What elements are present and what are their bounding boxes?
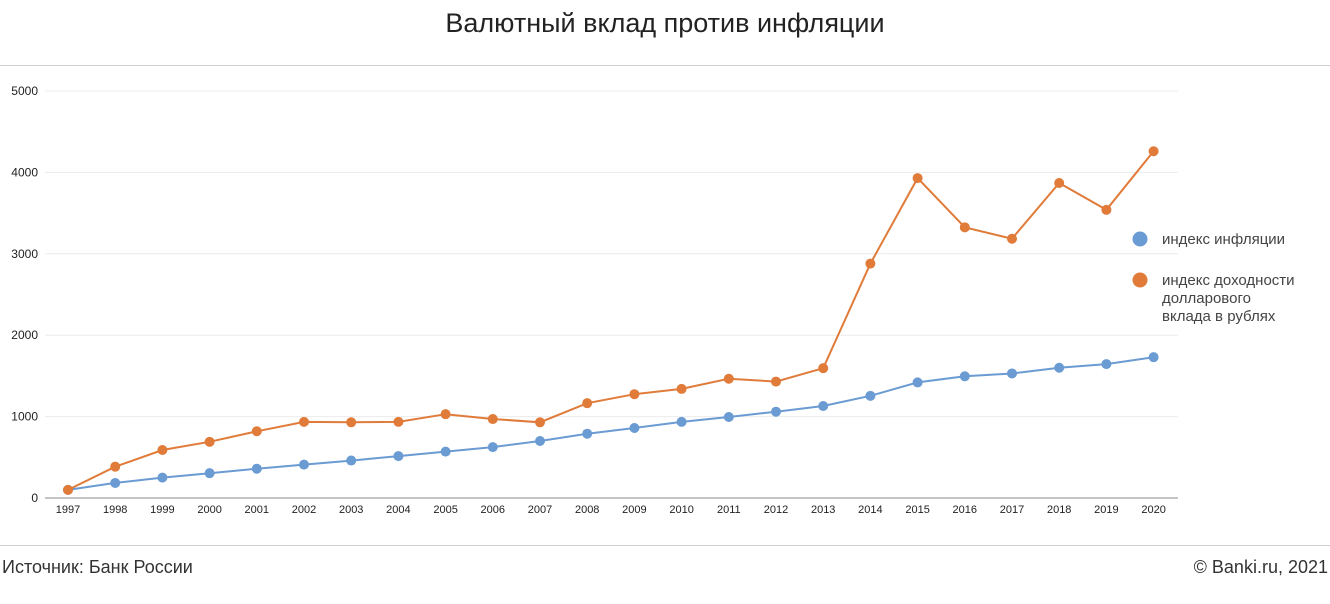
data-point <box>346 455 357 466</box>
header-divider <box>0 65 1330 66</box>
data-point <box>535 436 545 447</box>
legend-label: индекс доходности долларового вклада в руб… <box>1162 272 1295 325</box>
data-point <box>771 376 781 387</box>
data-point <box>629 422 640 433</box>
x-tick-label: 2014 <box>858 504 882 516</box>
x-tick-label: 1998 <box>103 504 127 516</box>
data-point <box>1148 146 1159 157</box>
data-point <box>818 401 829 412</box>
legend-marker <box>1132 231 1148 247</box>
data-point <box>959 371 970 382</box>
data-point <box>959 222 970 233</box>
x-tick-label: 2018 <box>1047 504 1071 516</box>
y-tick-label: 4000 <box>11 165 38 179</box>
data-point <box>629 389 640 400</box>
data-point <box>1148 352 1159 363</box>
line-chart: 0 1000 2000 3000 4000 5000 1997 1998 1999 2000 20… <box>11 84 1295 516</box>
x-tick-label: 2009 <box>622 504 646 516</box>
data-point <box>299 416 309 427</box>
x-tick-label: 2005 <box>433 504 457 516</box>
x-tick-label: 1997 <box>56 504 80 516</box>
data-point <box>110 477 121 488</box>
chart-title: Валютный вклад против инфляции <box>445 8 885 38</box>
data-point <box>157 472 168 483</box>
x-tick-label: 2008 <box>575 504 599 516</box>
data-point <box>676 383 687 394</box>
data-point <box>251 426 262 437</box>
data-point <box>723 373 734 384</box>
gridlines <box>45 90 1178 418</box>
data-point <box>63 484 73 495</box>
data-point <box>865 390 876 401</box>
series-line-1 <box>67 150 1155 491</box>
y-tick-label: 3000 <box>11 247 38 261</box>
data-point <box>1007 368 1017 379</box>
data-point <box>582 398 593 409</box>
data-point <box>535 417 545 428</box>
legend-marker <box>1132 272 1148 288</box>
data-point <box>818 363 829 374</box>
x-tick-label: 2019 <box>1094 504 1118 516</box>
data-point <box>346 417 357 428</box>
data-point <box>440 409 451 420</box>
data-point <box>251 463 262 474</box>
legend: индекс инфляции индекс доходности долларов… <box>1132 231 1295 325</box>
x-tick-label: 2017 <box>1000 504 1024 516</box>
x-tick-label: 2013 <box>811 504 835 516</box>
x-tick-label: 2015 <box>905 504 929 516</box>
source-note: Источник: Банк России <box>2 557 193 577</box>
series-points <box>63 146 1159 495</box>
x-tick-label: 2011 <box>717 504 741 516</box>
x-tick-label: 2002 <box>292 504 316 516</box>
y-tick-label: 0 <box>31 491 38 505</box>
y-axis-tick-labels: 0 1000 2000 3000 4000 5000 <box>11 84 38 505</box>
data-point <box>771 406 781 417</box>
data-point <box>487 414 498 425</box>
data-point <box>110 461 121 472</box>
data-point <box>1101 359 1112 370</box>
data-point <box>204 436 215 447</box>
x-tick-label: 2001 <box>245 504 269 516</box>
x-axis: 1997 1998 1999 2000 2001 2002 2003 2004 2005 2006… <box>45 497 1178 516</box>
x-tick-label: 1999 <box>150 504 174 516</box>
data-point <box>865 258 876 269</box>
data-point <box>157 444 168 455</box>
series-lines <box>67 150 1155 491</box>
data-point <box>440 446 451 457</box>
x-tick-label: 2010 <box>669 504 693 516</box>
x-tick-label: 2007 <box>528 504 552 516</box>
legend-label: индекс инфляции <box>1162 231 1285 248</box>
data-point <box>487 442 498 453</box>
data-point <box>393 416 404 427</box>
y-tick-label: 2000 <box>11 328 38 342</box>
x-tick-label: 2003 <box>339 504 363 516</box>
data-point <box>723 412 734 423</box>
data-point <box>1054 177 1065 188</box>
data-point <box>1054 362 1065 373</box>
data-point <box>912 377 923 388</box>
data-point <box>299 459 309 470</box>
x-tick-label: 2004 <box>386 504 410 516</box>
data-point <box>1101 204 1112 215</box>
series-line-0 <box>67 356 1154 491</box>
x-tick-label: 2020 <box>1141 504 1165 516</box>
x-tick-label: 2006 <box>481 504 505 516</box>
footer-divider <box>0 545 1330 546</box>
y-tick-label: 1000 <box>11 410 38 424</box>
x-tick-label: 2016 <box>953 504 977 516</box>
data-point <box>204 468 215 479</box>
data-point <box>912 173 923 184</box>
data-point <box>1007 233 1017 244</box>
data-point <box>582 428 593 439</box>
x-tick-label: 2012 <box>764 504 788 516</box>
copyright-note: © Banki.ru, 2021 <box>1193 557 1328 577</box>
data-point <box>393 451 404 462</box>
x-tick-label: 2000 <box>197 504 221 516</box>
data-point <box>676 416 687 427</box>
y-tick-label: 5000 <box>11 84 38 98</box>
